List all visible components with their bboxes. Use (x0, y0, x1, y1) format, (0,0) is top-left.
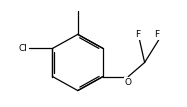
Text: Cl: Cl (18, 44, 27, 53)
Text: F: F (154, 30, 159, 39)
Text: F: F (135, 30, 140, 39)
Text: O: O (125, 78, 132, 87)
